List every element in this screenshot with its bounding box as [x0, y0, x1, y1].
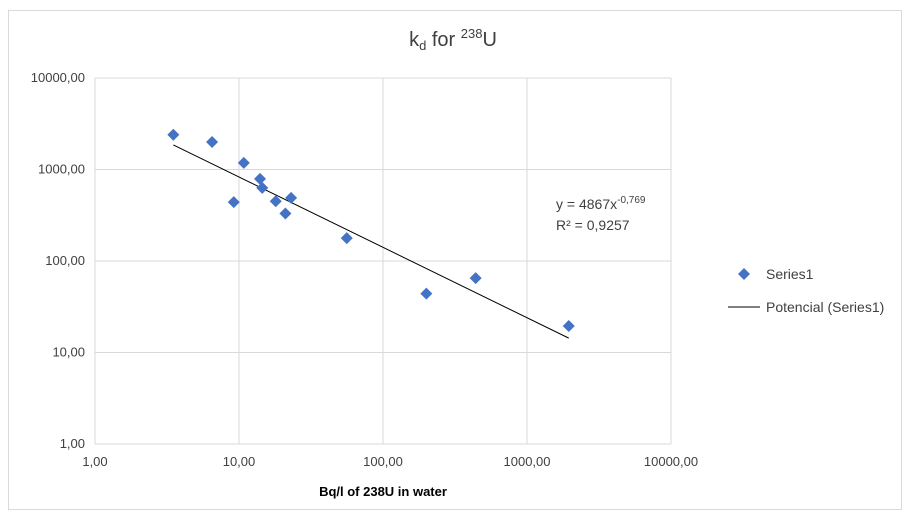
legend: Series1 Potencial (Series1)	[728, 266, 884, 315]
data-point	[206, 135, 219, 148]
y-tick-label: 1,00	[60, 436, 85, 451]
data-point	[269, 195, 282, 208]
trendline-equation: y = 4867x-0,769	[556, 195, 646, 212]
data-point	[562, 319, 575, 332]
y-tick-label: 100,00	[45, 253, 85, 268]
chart-title-sub: d	[419, 38, 426, 53]
data-point	[279, 207, 292, 220]
legend-series1-marker	[738, 268, 750, 280]
chart-title: kd for 238U	[409, 26, 497, 53]
trendline-equation-base: y = 4867x	[556, 196, 617, 212]
x-tick-label: 1,00	[82, 454, 107, 469]
chart-frame	[8, 10, 902, 510]
chart-title-sup: 238	[461, 26, 483, 41]
x-tick-label: 100,00	[363, 454, 403, 469]
y-tick-label: 10000,00	[31, 70, 85, 85]
data-point	[254, 172, 267, 185]
trendline-layer	[173, 144, 569, 339]
trendline	[173, 144, 569, 339]
chart-title-tail: U	[482, 29, 496, 51]
legend-series1-label: Series1	[766, 266, 814, 282]
legend-trendline-label: Potencial (Series1)	[766, 299, 884, 315]
trendline-equation-exp: -0,769	[617, 195, 646, 206]
data-point	[285, 191, 298, 204]
data-point	[227, 196, 240, 209]
chart-title-main: k	[409, 29, 420, 51]
y-tick-label: 1000,00	[38, 162, 85, 177]
y-tick-label: 10,00	[52, 345, 85, 360]
data-point	[420, 287, 433, 300]
trendline-r-squared: R² = 0,9257	[556, 217, 630, 233]
data-point	[237, 156, 250, 169]
grid-layer	[94, 77, 672, 445]
x-axis-title: Bq/l of 238U in water	[319, 484, 447, 499]
data-point	[340, 232, 353, 245]
x-tick-label: 1000,00	[504, 454, 551, 469]
x-tick-label: 10000,00	[644, 454, 698, 469]
x-tick-label: 10,00	[223, 454, 256, 469]
data-points-layer	[167, 128, 575, 332]
data-point	[167, 128, 180, 141]
axis-tick-labels: 1,00 10,00 100,00 1000,00 10000,00 1,00 10,00 1…	[31, 70, 698, 469]
chart-title-mid: for	[426, 29, 460, 51]
data-point	[256, 181, 269, 194]
data-point	[469, 272, 482, 285]
